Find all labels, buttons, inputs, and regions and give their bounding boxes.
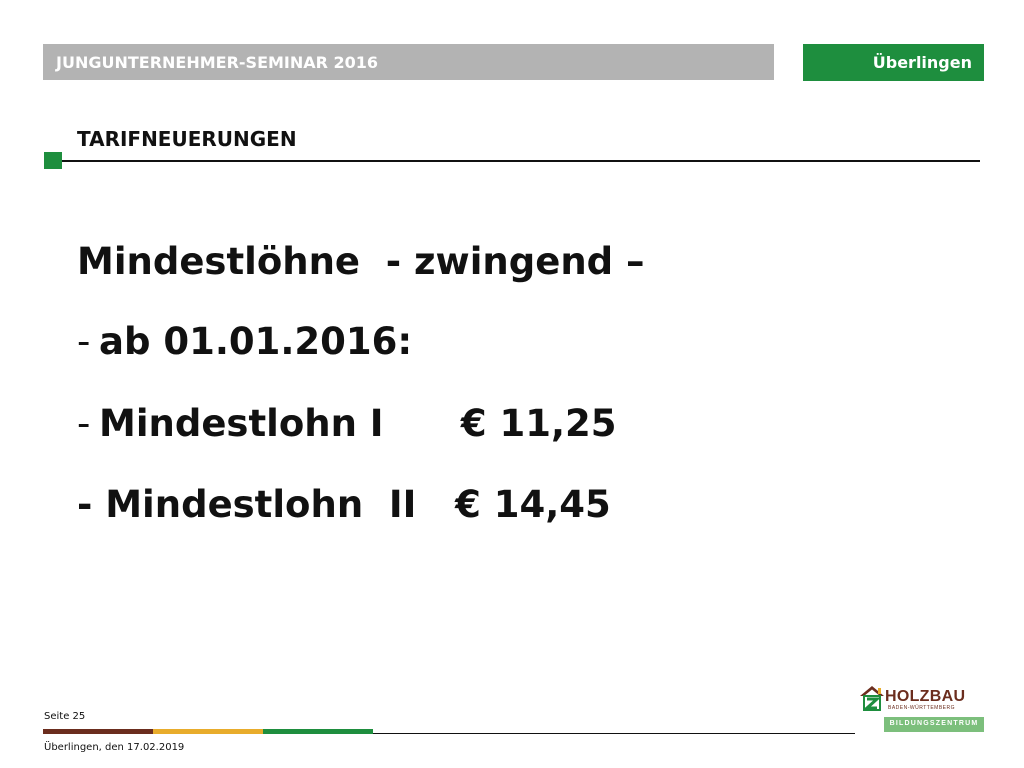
logo-band: BILDUNGSZENTRUM (884, 717, 984, 732)
location-badge: Überlingen (803, 44, 984, 81)
content-line-wage-1: - Mindestlohn I € 11,25 (77, 405, 617, 442)
footer-strip-brown (43, 729, 153, 734)
footer-divider (373, 733, 855, 734)
logo-subtitle: BADEN-WÜRTTEMBERG (888, 705, 956, 711)
footer-date: Überlingen, den 17.02.2019 (44, 742, 185, 753)
bullet-dash: - (77, 402, 91, 445)
header-bar: JUNGUNTERNEHMER-SEMINAR 2016 (43, 44, 774, 80)
content-line-date-text: ab 01.01.2016: (99, 320, 413, 363)
footer-strip-yellow (153, 729, 263, 734)
holzbau-logo: HOLZBAU BADEN-WÜRTTEMBERG BILDUNGSZENTRU… (858, 684, 986, 736)
house-logo-icon (860, 686, 884, 711)
section-title: TARIFNEUERUNGEN (77, 127, 297, 151)
section-divider (62, 160, 980, 162)
section-marker (44, 152, 62, 169)
header-title: JUNGUNTERNEHMER-SEMINAR 2016 (56, 53, 379, 72)
logo-band-label: BILDUNGSZENTRUM (889, 720, 979, 727)
page-number: Seite 25 (44, 711, 86, 722)
content-line-date: - ab 01.01.2016: (77, 323, 412, 360)
content-line-wage-1-text: Mindestlohn I € 11,25 (99, 402, 617, 445)
bullet-dash: - (77, 320, 91, 363)
logo-wordmark: HOLZBAU (885, 688, 966, 705)
content-heading: Mindestlöhne - zwingend – (77, 240, 645, 283)
footer-strip-green (263, 729, 373, 734)
location-label: Überlingen (872, 53, 972, 72)
content-line-wage-2: - Mindestlohn II € 14,45 (77, 483, 611, 526)
